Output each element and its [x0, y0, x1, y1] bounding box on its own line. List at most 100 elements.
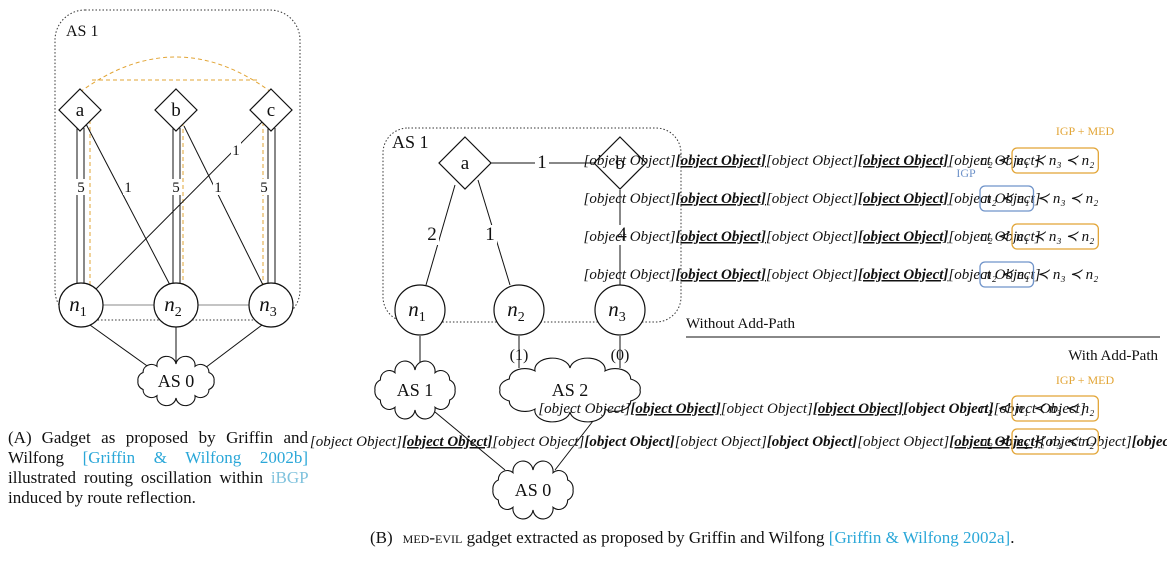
region-label: AS 1: [392, 132, 429, 152]
cloud-label: AS 0: [515, 480, 552, 500]
region-label: AS 1: [66, 23, 98, 40]
formula-part: [object Object]: [903, 401, 993, 417]
preference-box: [1011, 428, 1099, 455]
formula: [object Object][object Object][object Ob…: [538, 401, 1085, 417]
cloud: [137, 355, 215, 407]
box-label: IGP + MED: [1056, 124, 1115, 138]
box-label: IGP: [956, 166, 976, 180]
section-label: Without Add-Path: [686, 316, 795, 332]
preference: ≺ n₃ ≺ n₂: [1037, 267, 1099, 283]
caption-text: illustrated routing oscillation within: [8, 468, 271, 487]
formula-part: [object Object]: [948, 153, 1040, 169]
formula-part: [object Object]: [1040, 434, 1132, 450]
label-bg: [615, 225, 629, 245]
router-node: [249, 88, 293, 132]
router-node: [593, 136, 647, 190]
formula-part: [object Object]: [676, 191, 766, 207]
formula-part: [object Object]: [721, 401, 813, 417]
preference-boxed: n₂ ≺ n₁: [984, 267, 1030, 283]
router-node: [58, 88, 102, 132]
formula-part: [object Object]: [402, 434, 492, 450]
label-bg: [231, 142, 241, 158]
node-label: a: [76, 100, 85, 121]
formula-part: [object Object]: [584, 434, 674, 450]
session: [79, 56, 272, 93]
formula-part: [object Object]: [676, 153, 766, 169]
node-label: b: [615, 153, 625, 174]
formula-part: [object Object]: [538, 401, 630, 417]
preference: n₂ ≺: [980, 153, 1010, 169]
edge-label: (0): [611, 347, 630, 364]
preference: n₂ ≺: [980, 401, 1010, 417]
edge-label: 1: [537, 152, 547, 173]
label-bg: [213, 179, 223, 195]
caption-b: (B) med-evil gadget extracted as proposed…: [370, 528, 1160, 548]
label-bg: [123, 179, 133, 195]
preference: n₂ ≺: [980, 434, 1010, 450]
preference-box: [979, 261, 1035, 288]
edge: [183, 125, 264, 286]
edge: [89, 324, 151, 369]
node-name: n: [69, 292, 80, 316]
node-label: n2: [507, 297, 525, 325]
formula-part: [object Object]: [948, 191, 1040, 207]
gadget-name: med-evil: [402, 528, 463, 547]
formula-part: [object Object]: [948, 267, 1040, 283]
cloud: [374, 360, 456, 420]
edge-label: 5: [172, 180, 180, 196]
edge-label: 5: [260, 180, 268, 196]
label-bg: [535, 153, 549, 173]
formula-part: [object Object]: [994, 401, 1086, 417]
preference-boxed: n₁ ≺ n₃ ≺ n₂: [1016, 434, 1094, 450]
cloud: [499, 357, 641, 423]
formula-part: [object Object]: [676, 267, 766, 283]
node-label: a: [461, 153, 470, 174]
edge-label: (1): [510, 347, 529, 364]
edge: [85, 123, 171, 286]
formula-part: [object Object]: [948, 229, 1040, 245]
edge: [434, 411, 506, 471]
section-label: With Add-Path: [1068, 348, 1158, 364]
edge-label: 1: [232, 143, 240, 159]
formula: [object Object][object Object][object Ob…: [584, 267, 1041, 283]
node-label: n3: [259, 292, 277, 320]
caption-label: (A): [8, 428, 32, 447]
host-node: [493, 284, 545, 336]
cloud-label: AS 1: [397, 380, 434, 400]
preference-box: [1011, 147, 1099, 174]
formula-part: [object Object]: [858, 229, 948, 245]
box-label: IGP + MED: [1056, 373, 1115, 387]
formula-part: [object Object]: [584, 153, 676, 169]
host-node: [394, 284, 446, 336]
node-label: n1: [69, 292, 87, 320]
edge-label: 1: [485, 224, 495, 245]
edge: [204, 324, 263, 369]
edge-label: 5: [77, 180, 85, 196]
label-bg: [425, 225, 439, 245]
host-node: [58, 282, 104, 328]
node-sub: 1: [419, 310, 426, 325]
node-sub: 2: [518, 310, 525, 325]
label-bg: [171, 179, 181, 195]
formula-part: [object Object]: [766, 267, 858, 283]
caption-text: induced by route reflection.: [8, 488, 196, 507]
label-bg: [483, 225, 497, 245]
node-sub: 2: [175, 305, 182, 320]
formula-part: [object Object]: [675, 434, 767, 450]
preference: ≺ n₃ ≺ n₂: [1037, 191, 1099, 207]
formula-part: [object Object]: [857, 434, 949, 450]
formula-part: [object Object]: [1132, 434, 1167, 450]
formula-part: [object Object]: [584, 267, 676, 283]
formula-part: [object Object]: [492, 434, 584, 450]
host-node: [153, 282, 199, 328]
node-sub: 3: [270, 305, 277, 320]
edge-label: 4: [617, 224, 627, 245]
formula-part: [object Object]: [630, 401, 720, 417]
formula: [object Object][object Object][object Ob…: [310, 434, 1167, 450]
cloud-label: AS 0: [158, 371, 195, 391]
cloud-label: AS 2: [552, 380, 589, 400]
formula-part: [object Object]: [858, 153, 948, 169]
edge: [425, 184, 456, 286]
